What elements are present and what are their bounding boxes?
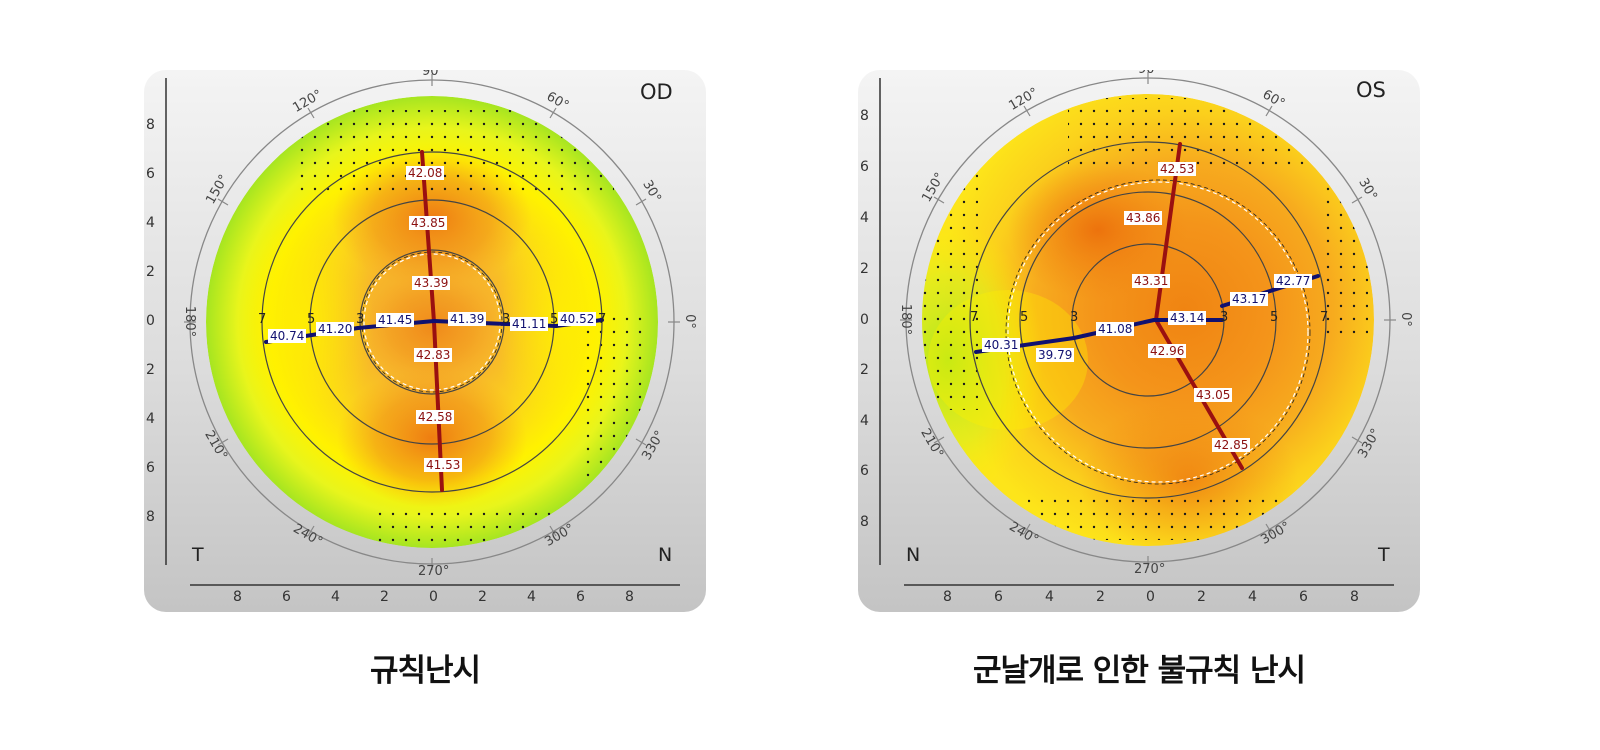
x-tick: 4 xyxy=(527,589,536,605)
y-tick: 0 xyxy=(860,312,869,328)
pupil-outline-dark xyxy=(1005,179,1311,485)
y-tick: 8 xyxy=(146,509,155,525)
degree-label-270: 270° xyxy=(418,564,450,579)
flat-value: 42.77 xyxy=(1274,274,1313,288)
y-tick: 6 xyxy=(860,159,869,175)
x-tick: 4 xyxy=(1248,589,1257,605)
map-svg-left xyxy=(165,74,680,586)
steep-value: 41.53 xyxy=(424,458,463,472)
corner-label-right: T xyxy=(1378,544,1390,566)
flat-value: 41.20 xyxy=(316,322,355,336)
flat-value: 40.74 xyxy=(268,329,307,343)
x-tick: 6 xyxy=(282,589,291,605)
steep-value: 43.05 xyxy=(1194,388,1233,402)
caption-regular-astigmatism: 규칙난시 xyxy=(369,653,481,689)
caption-irregular-astigmatism: 군날개로 인한 불규칙 난시 xyxy=(972,653,1306,689)
y-tick: 6 xyxy=(860,463,869,479)
x-tick: 2 xyxy=(1197,589,1206,605)
steep-value: 43.85 xyxy=(409,216,448,230)
ring-label: 5 xyxy=(1020,310,1029,325)
steep-value: 43.39 xyxy=(412,276,451,290)
corner-label-right: N xyxy=(658,544,673,566)
x-tick: 6 xyxy=(994,589,1003,605)
x-tick: 4 xyxy=(1045,589,1054,605)
ring-label: 3 xyxy=(356,312,365,327)
topography-map-os: OS N T 90 270° 120° 60° 150° 30° 180° 0°… xyxy=(858,70,1420,612)
flat-value: 43.14 xyxy=(1168,311,1207,325)
steep-value: 42.53 xyxy=(1158,162,1197,176)
flat-value: 41.11 xyxy=(510,317,549,331)
map-svg-right xyxy=(879,72,1396,586)
degree-label: 180° xyxy=(182,305,198,338)
corner-label-left: T xyxy=(192,544,204,566)
x-tick: 2 xyxy=(380,589,389,605)
steep-value: 42.96 xyxy=(1148,344,1187,358)
degree-label: 0° xyxy=(681,314,697,329)
y-tick: 6 xyxy=(146,166,155,182)
corner-label-left: N xyxy=(906,544,921,566)
steep-value: 42.85 xyxy=(1212,438,1251,452)
ring-label: 3 xyxy=(1220,310,1229,325)
x-tick: 8 xyxy=(1350,589,1359,605)
ring-label: 7 xyxy=(598,312,607,327)
y-tick: 4 xyxy=(860,210,869,226)
degree-ticks xyxy=(900,72,1396,568)
y-tick: 2 xyxy=(146,362,155,378)
flat-value: 39.79 xyxy=(1036,348,1075,362)
x-tick: 2 xyxy=(478,589,487,605)
steep-value: 42.83 xyxy=(414,348,453,362)
degree-label-90: 90 xyxy=(422,70,439,79)
y-tick: 4 xyxy=(860,413,869,429)
eye-label: OD xyxy=(640,80,673,104)
degree-label-90: 90 xyxy=(1138,70,1155,77)
x-tick: 0 xyxy=(1146,589,1155,605)
eye-label: OS xyxy=(1356,78,1386,102)
degree-ticks xyxy=(184,74,680,570)
x-tick: 8 xyxy=(625,589,634,605)
x-tick: 8 xyxy=(233,589,242,605)
ring-label: 7 xyxy=(970,310,979,325)
x-tick: 2 xyxy=(1096,589,1105,605)
ring-label: 7 xyxy=(1320,310,1329,325)
flat-value: 43.17 xyxy=(1230,292,1269,306)
x-tick: 8 xyxy=(943,589,952,605)
y-tick: 6 xyxy=(146,460,155,476)
y-tick: 4 xyxy=(146,215,155,231)
y-tick: 0 xyxy=(146,313,155,329)
y-tick: 8 xyxy=(860,108,869,124)
degree-label: 0° xyxy=(1397,312,1413,327)
ring-label: 5 xyxy=(550,312,559,327)
steep-value: 42.58 xyxy=(416,410,455,424)
zone-rings xyxy=(969,141,1327,499)
topography-map-od: OD T N 90 270° 120° 60° 150° 30° 180° 0°… xyxy=(144,70,706,612)
flat-value: 41.39 xyxy=(448,312,487,326)
pupil-outline xyxy=(1007,181,1309,483)
y-tick: 2 xyxy=(860,261,869,277)
ring-label: 7 xyxy=(258,312,267,327)
ring-label: 3 xyxy=(502,312,511,327)
flat-value: 41.45 xyxy=(376,313,415,327)
x-tick: 0 xyxy=(429,589,438,605)
y-tick: 8 xyxy=(146,117,155,133)
degree-label-270: 270° xyxy=(1134,562,1166,577)
y-tick: 4 xyxy=(146,411,155,427)
flat-value: 41.08 xyxy=(1096,322,1135,336)
x-tick: 6 xyxy=(576,589,585,605)
ring-label: 3 xyxy=(1070,310,1079,325)
flat-value: 40.31 xyxy=(982,338,1021,352)
ring-label: 5 xyxy=(307,312,316,327)
y-tick: 2 xyxy=(860,362,869,378)
y-tick: 2 xyxy=(146,264,155,280)
x-tick: 6 xyxy=(1299,589,1308,605)
x-tick: 4 xyxy=(331,589,340,605)
degree-label: 180° xyxy=(898,303,914,336)
flat-value: 40.52 xyxy=(558,312,597,326)
steep-value: 43.31 xyxy=(1132,274,1171,288)
y-tick: 8 xyxy=(860,514,869,530)
ring-label: 5 xyxy=(1270,310,1279,325)
steep-value: 42.08 xyxy=(406,166,445,180)
steep-value: 43.86 xyxy=(1124,211,1163,225)
